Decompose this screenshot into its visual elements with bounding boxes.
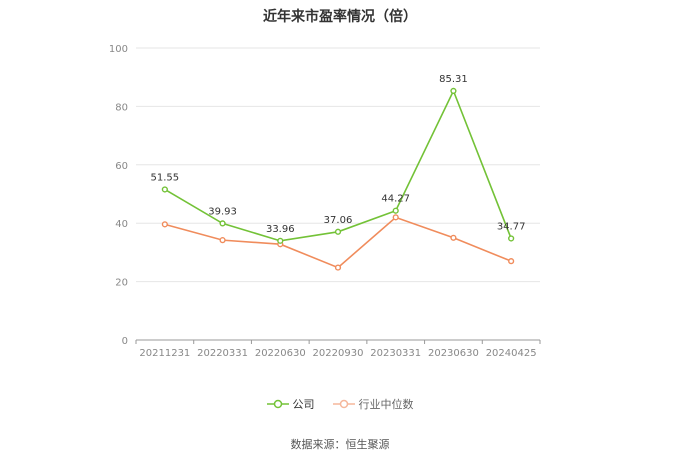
company-data-point bbox=[219, 220, 226, 227]
legend-marker-company bbox=[266, 399, 289, 409]
legend-marker-industry bbox=[332, 399, 355, 409]
company-data-label: 85.31 bbox=[439, 74, 468, 85]
industry-data-point bbox=[392, 214, 399, 221]
x-tick-label: 20240425 bbox=[486, 348, 537, 359]
company-data-point bbox=[508, 235, 515, 242]
y-tick-label: 20 bbox=[115, 278, 128, 289]
chart-legend: 公司 行业中位数 bbox=[0, 396, 680, 412]
x-tick-label: 20230331 bbox=[370, 348, 421, 359]
y-tick-label: 0 bbox=[122, 336, 128, 347]
y-tick-label: 40 bbox=[115, 219, 128, 230]
company-data-label: 51.55 bbox=[151, 172, 180, 183]
company-data-label: 33.96 bbox=[266, 224, 295, 235]
y-tick-label: 100 bbox=[109, 44, 128, 55]
x-tick-label: 20220630 bbox=[255, 348, 306, 359]
data-source-note: 数据来源：恒生聚源 bbox=[290, 438, 390, 451]
legend-item-industry[interactable]: 行业中位数 bbox=[332, 396, 414, 412]
company-data-label: 34.77 bbox=[497, 221, 526, 232]
company-data-point bbox=[450, 87, 457, 94]
x-tick-label: 20220930 bbox=[313, 348, 364, 359]
industry-data-point bbox=[219, 237, 226, 244]
company-data-label: 44.27 bbox=[381, 194, 410, 205]
x-tick-label: 20220331 bbox=[197, 348, 248, 359]
company-data-point bbox=[277, 237, 284, 244]
x-tick-label: 20211231 bbox=[139, 348, 190, 359]
industry-data-point bbox=[450, 234, 457, 241]
company-data-point bbox=[161, 186, 168, 193]
industry-data-point bbox=[334, 264, 342, 271]
y-tick-label: 60 bbox=[115, 161, 128, 172]
legend-label-industry: 行业中位数 bbox=[358, 398, 414, 411]
chart-title: 近年来市盈率情况（倍） bbox=[263, 9, 417, 25]
company-data-label: 39.93 bbox=[208, 206, 237, 217]
company-data-label: 37.06 bbox=[324, 215, 353, 226]
industry-data-point bbox=[508, 258, 515, 265]
company-data-point bbox=[334, 228, 342, 235]
legend-item-company[interactable]: 公司 bbox=[266, 396, 315, 412]
company-data-point bbox=[392, 207, 399, 214]
industry-data-point bbox=[161, 221, 168, 228]
legend-label-company: 公司 bbox=[292, 398, 315, 411]
x-tick-label: 20230630 bbox=[428, 348, 479, 359]
y-tick-label: 80 bbox=[115, 102, 128, 113]
